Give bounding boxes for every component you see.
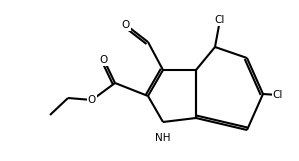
Text: Cl: Cl: [215, 15, 225, 25]
Text: NH: NH: [155, 133, 171, 143]
Text: Cl: Cl: [273, 90, 283, 100]
Text: O: O: [88, 95, 96, 105]
Text: O: O: [122, 20, 130, 30]
Text: O: O: [100, 55, 108, 65]
